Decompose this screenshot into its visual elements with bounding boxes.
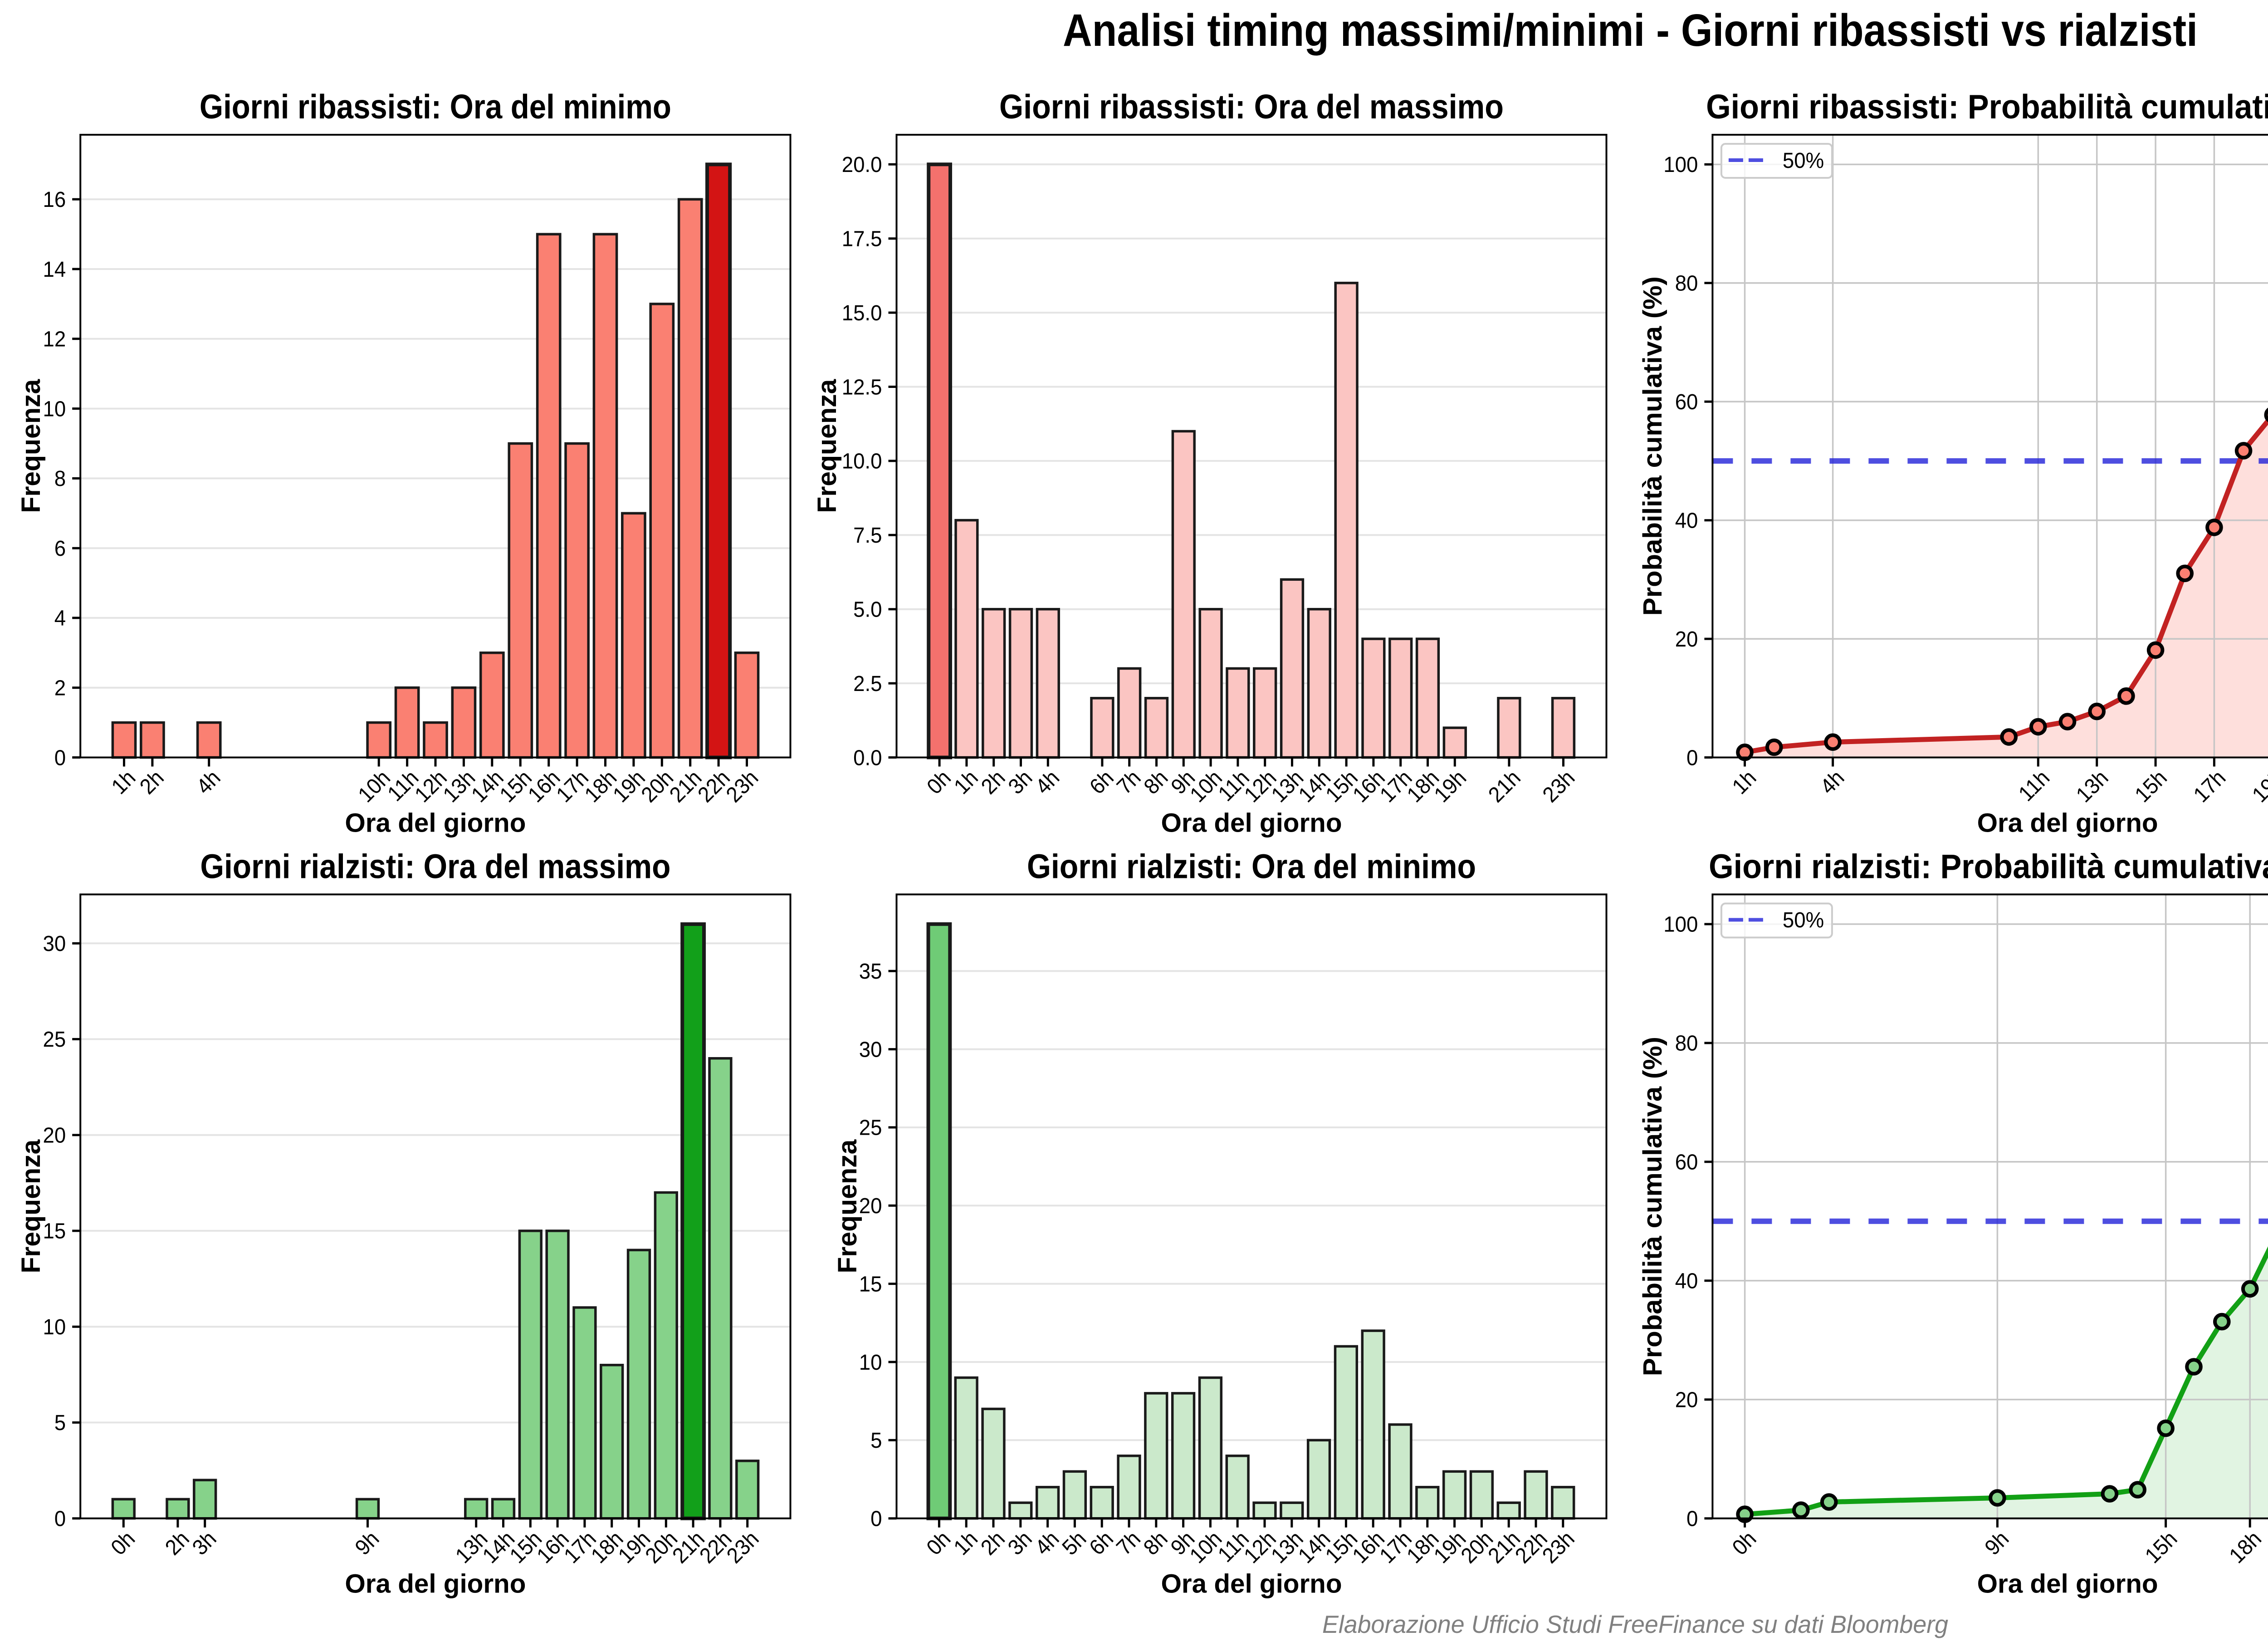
svg-text:Analisi timing massimi/minimi: Analisi timing massimi/minimi - Giorni r…	[1063, 5, 2198, 56]
svg-text:50%: 50%	[1783, 908, 1824, 932]
svg-text:100: 100	[1663, 153, 1698, 177]
svg-text:15: 15	[859, 1272, 882, 1296]
svg-text:10: 10	[43, 1315, 66, 1339]
svg-text:Giorni ribassisti: Probabilità: Giorni ribassisti: Probabilità cumulativ…	[1706, 88, 2268, 126]
svg-text:Frequenza: Frequenza	[16, 379, 46, 513]
svg-text:100: 100	[1663, 913, 1698, 937]
svg-text:35: 35	[859, 960, 882, 984]
svg-text:16: 16	[43, 188, 66, 212]
svg-text:Frequenza: Frequenza	[16, 1139, 46, 1274]
svg-text:17.5: 17.5	[842, 227, 882, 251]
svg-text:5.0: 5.0	[853, 598, 882, 622]
svg-text:0.0: 0.0	[853, 746, 882, 770]
svg-text:12.5: 12.5	[842, 375, 882, 399]
svg-text:0: 0	[54, 746, 66, 770]
svg-text:Giorni rialzisti: Ora del mini: Giorni rialzisti: Ora del minimo	[1027, 847, 1476, 885]
svg-text:0: 0	[1686, 746, 1698, 770]
svg-text:80: 80	[1675, 1032, 1698, 1056]
svg-text:12: 12	[43, 328, 66, 352]
svg-text:Frequenza: Frequenza	[812, 379, 842, 513]
svg-text:Probabilità cumulativa (%): Probabilità cumulativa (%)	[1638, 276, 1667, 616]
svg-text:25: 25	[43, 1028, 66, 1052]
svg-text:4: 4	[54, 607, 66, 631]
svg-text:40: 40	[1675, 1269, 1698, 1293]
svg-text:30: 30	[859, 1038, 882, 1062]
svg-text:5: 5	[54, 1411, 66, 1435]
svg-text:Probabilità cumulativa (%): Probabilità cumulativa (%)	[1638, 1037, 1667, 1376]
svg-text:10: 10	[43, 397, 66, 421]
svg-text:5: 5	[870, 1429, 882, 1453]
svg-text:14: 14	[43, 258, 66, 282]
svg-text:10.0: 10.0	[842, 450, 882, 474]
svg-text:Frequenza: Frequenza	[833, 1139, 862, 1274]
svg-text:Giorni ribassisti: Ora del mas: Giorni ribassisti: Ora del massimo	[999, 88, 1504, 126]
svg-text:Ora del giorno: Ora del giorno	[345, 1569, 526, 1599]
svg-text:2: 2	[54, 676, 66, 701]
svg-text:20: 20	[1675, 1388, 1698, 1412]
svg-text:Ora del giorno: Ora del giorno	[345, 808, 526, 838]
svg-text:15: 15	[43, 1220, 66, 1244]
svg-text:7.5: 7.5	[853, 524, 882, 548]
svg-text:20: 20	[43, 1124, 66, 1148]
svg-text:25: 25	[859, 1116, 882, 1140]
svg-text:Ora del giorno: Ora del giorno	[1977, 808, 2158, 838]
svg-text:Ora del giorno: Ora del giorno	[1161, 808, 1342, 838]
svg-text:80: 80	[1675, 272, 1698, 296]
svg-text:0: 0	[870, 1507, 882, 1531]
svg-text:Giorni rialzisti: Ora del mass: Giorni rialzisti: Ora del massimo	[200, 847, 670, 885]
svg-text:6: 6	[54, 537, 66, 561]
svg-text:Elaborazione Ufficio Studi Fre: Elaborazione Ufficio Studi FreeFinance s…	[1322, 1610, 1948, 1638]
svg-text:Giorni rialzisti: Probabilità: Giorni rialzisti: Probabilità cumulativa…	[1709, 847, 2268, 885]
svg-text:2.5: 2.5	[853, 672, 882, 696]
svg-text:20: 20	[1675, 627, 1698, 652]
svg-text:8: 8	[54, 467, 66, 491]
svg-text:Ora del giorno: Ora del giorno	[1161, 1569, 1342, 1599]
svg-text:0: 0	[54, 1507, 66, 1531]
svg-text:0: 0	[1686, 1507, 1698, 1531]
svg-text:60: 60	[1675, 390, 1698, 414]
svg-text:60: 60	[1675, 1151, 1698, 1175]
svg-text:10: 10	[859, 1351, 882, 1375]
svg-text:50%: 50%	[1783, 149, 1824, 173]
svg-text:20.0: 20.0	[842, 153, 882, 177]
svg-text:40: 40	[1675, 509, 1698, 533]
svg-text:Ora del giorno: Ora del giorno	[1977, 1569, 2158, 1599]
svg-text:20: 20	[859, 1194, 882, 1218]
svg-text:30: 30	[43, 932, 66, 956]
svg-text:Giorni ribassisti: Ora del min: Giorni ribassisti: Ora del minimo	[200, 88, 671, 126]
svg-text:15.0: 15.0	[842, 301, 882, 325]
